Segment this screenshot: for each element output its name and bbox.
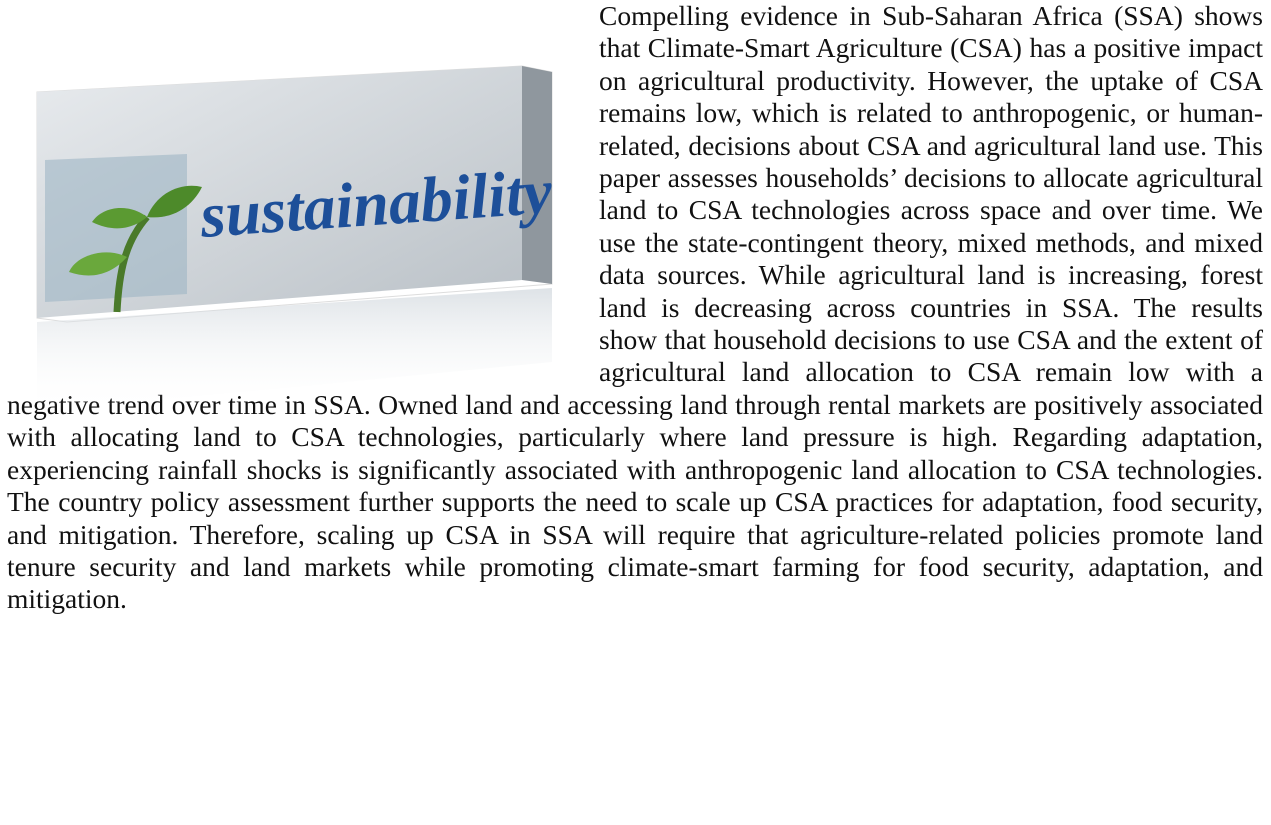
box-edge [522, 66, 552, 284]
document: sustainability Compelling evidence in Su… [7, 0, 1263, 615]
logo-graphic: sustainability [36, 65, 555, 412]
reflection [37, 288, 552, 412]
journal-logo: sustainability [7, 0, 599, 412]
abstract-text: Compelling evidence in Sub-Saharan Afric… [7, 0, 1263, 615]
